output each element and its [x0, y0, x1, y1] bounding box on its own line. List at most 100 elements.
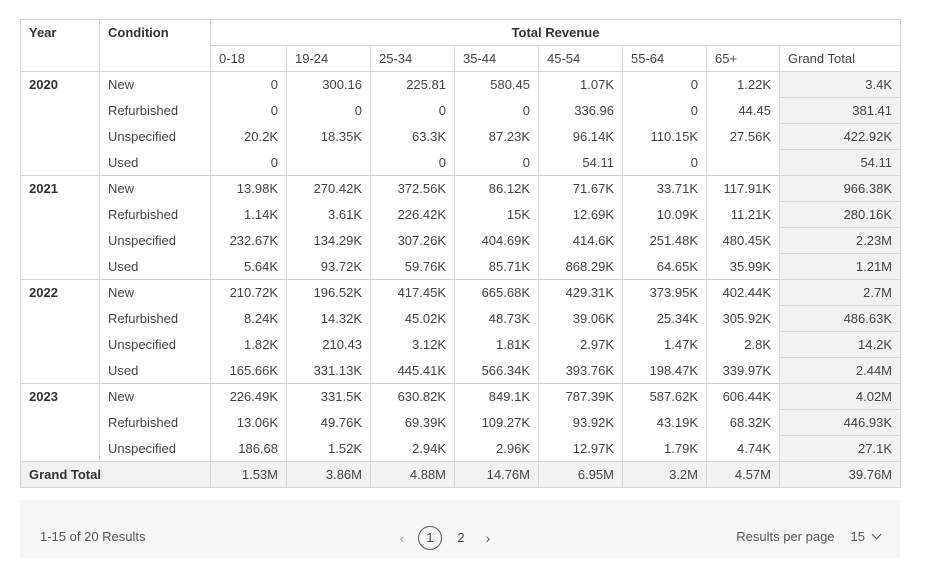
row-grand-total-cell: 54.11: [778, 149, 902, 176]
value-cell: 2.96K: [454, 435, 539, 462]
header-age-2534[interactable]: 25-34: [370, 45, 455, 72]
value-cell: 0: [210, 71, 287, 98]
header-age-1924[interactable]: 19-24: [286, 45, 371, 72]
value-cell: 1.07K: [538, 71, 623, 98]
value-cell: 404.69K: [454, 227, 539, 254]
value-cell: 0: [286, 97, 371, 124]
value-cell: 372.56K: [370, 175, 455, 202]
row-grand-total-cell: 2.7M: [778, 279, 902, 306]
table-row: Unspecified 186.68 1.52K 2.94K 2.96K 12.97K 1.…: [21, 435, 902, 462]
header-age-3544[interactable]: 35-44: [454, 45, 539, 72]
results-per-page-select[interactable]: 15: [851, 529, 882, 544]
value-cell: 2.97K: [538, 331, 623, 358]
value-cell: 63.3K: [370, 123, 455, 150]
column-grand-total-cell: 14.76M: [454, 461, 539, 488]
table-row: Unspecified 232.67K 134.29K 307.26K 404.69K 4…: [21, 227, 902, 254]
header-year[interactable]: Year: [20, 19, 100, 72]
value-cell: 2.8K: [706, 331, 780, 358]
value-cell: 49.76K: [286, 409, 371, 436]
value-cell: 134.29K: [286, 227, 371, 254]
value-cell: 480.45K: [706, 227, 780, 254]
chevron-right-icon[interactable]: ›: [485, 530, 491, 546]
value-cell: 68.32K: [706, 409, 780, 436]
value-cell: 445.41K: [370, 357, 455, 384]
row-grand-total-cell: 966.38K: [778, 175, 902, 202]
value-cell: [286, 149, 371, 176]
table-row: 2020 New 0 300.16 225.81 580.45 1.07K 0 1.22K 3.4…: [20, 71, 902, 176]
value-cell: 0: [370, 149, 455, 176]
value-cell: 27.56K: [706, 123, 780, 150]
row-grand-total-cell: 4.02M: [778, 383, 902, 410]
pagination: ‹ 1 2 ›: [390, 525, 500, 551]
value-cell: 39.06K: [538, 305, 623, 332]
header-age-018[interactable]: 0-18: [210, 45, 287, 72]
column-grand-total-cell: 4.88M: [370, 461, 455, 488]
value-cell: 14.32K: [286, 305, 371, 332]
condition-cell: Refurbished: [99, 305, 211, 332]
value-cell: 198.47K: [622, 357, 707, 384]
value-cell: 1.22K: [706, 71, 780, 98]
condition-cell: New: [99, 71, 211, 98]
condition-cell: New: [99, 383, 211, 410]
value-cell: 307.26K: [370, 227, 455, 254]
value-cell: 429.31K: [538, 279, 623, 306]
table-row: Refurbished 1.14K 3.61K 226.42K 15K 12.69K 10.…: [21, 201, 902, 228]
header-age-65[interactable]: 65+: [706, 45, 780, 72]
column-grand-total-cell: 1.53M: [210, 461, 287, 488]
row-grand-total-cell: 381.41: [778, 97, 902, 124]
row-grand-total-cell: 446.93K: [778, 409, 902, 436]
value-cell: 5.64K: [210, 253, 287, 280]
value-cell: 566.34K: [454, 357, 539, 384]
page-2-button[interactable]: 2: [457, 530, 465, 545]
value-cell: 33.71K: [622, 175, 707, 202]
table-row: Refurbished 0 0 0 0 336.96 0 44.45 381.41: [21, 97, 902, 124]
table-row: Refurbished 8.24K 14.32K 45.02K 48.73K 39.06K…: [21, 305, 902, 332]
value-cell: 580.45: [454, 71, 539, 98]
value-cell: 45.02K: [370, 305, 455, 332]
value-cell: 12.69K: [538, 201, 623, 228]
value-cell: 71.67K: [538, 175, 623, 202]
value-cell: 20.2K: [210, 123, 287, 150]
value-cell: 251.48K: [622, 227, 707, 254]
table-footer: 1-15 of 20 Results ‹ 1 2 › Results per p…: [20, 500, 900, 558]
table-row: 2022 New 210.72K 196.52K 417.45K 665.68K 429.3…: [20, 279, 902, 384]
value-cell: 196.52K: [286, 279, 371, 306]
value-cell: 3.12K: [370, 331, 455, 358]
value-cell: 232.67K: [210, 227, 287, 254]
results-per-page-label: Results per page: [736, 529, 835, 544]
condition-cell: Used: [99, 149, 211, 176]
value-cell: 414.6K: [538, 227, 623, 254]
header-age-4554[interactable]: 45-54: [538, 45, 623, 72]
value-cell: 64.65K: [622, 253, 707, 280]
table-row: 2023 New 226.49K 331.5K 630.82K 849.1K 787.39K…: [20, 383, 902, 462]
condition-cell: Unspecified: [99, 123, 211, 150]
header-age-5564[interactable]: 55-64: [622, 45, 707, 72]
value-cell: 630.82K: [370, 383, 455, 410]
value-cell: 225.81: [370, 71, 455, 98]
row-grand-total-cell: 3.4K: [778, 71, 902, 98]
column-grand-total-cell: 4.57M: [706, 461, 780, 488]
header-condition[interactable]: Condition: [99, 19, 211, 72]
results-summary: 1-15 of 20 Results: [40, 529, 146, 544]
value-cell: 0: [454, 149, 539, 176]
condition-cell: Used: [99, 357, 211, 384]
value-cell: 226.49K: [210, 383, 287, 410]
value-cell: 339.97K: [706, 357, 780, 384]
chevron-left-icon[interactable]: ‹: [399, 530, 405, 546]
value-cell: 331.13K: [286, 357, 371, 384]
value-cell: 1.82K: [210, 331, 287, 358]
header-grand-total[interactable]: Grand Total: [778, 45, 902, 72]
page-1-button[interactable]: 1: [418, 526, 442, 550]
value-cell: 665.68K: [454, 279, 539, 306]
value-cell: 12.97K: [538, 435, 623, 462]
value-cell: 86.12K: [454, 175, 539, 202]
year-cell: 2020: [20, 71, 100, 176]
value-cell: 11.21K: [706, 201, 780, 228]
row-grand-total-cell: 1.21M: [778, 253, 902, 280]
value-cell: 787.39K: [538, 383, 623, 410]
value-cell: 87.23K: [454, 123, 539, 150]
value-cell: 165.66K: [210, 357, 287, 384]
value-cell: 44.45: [706, 97, 780, 124]
row-grand-total-cell: 280.16K: [778, 201, 902, 228]
table-row: Used 5.64K 93.72K 59.76K 85.71K 868.29K 64.65K…: [21, 253, 902, 280]
